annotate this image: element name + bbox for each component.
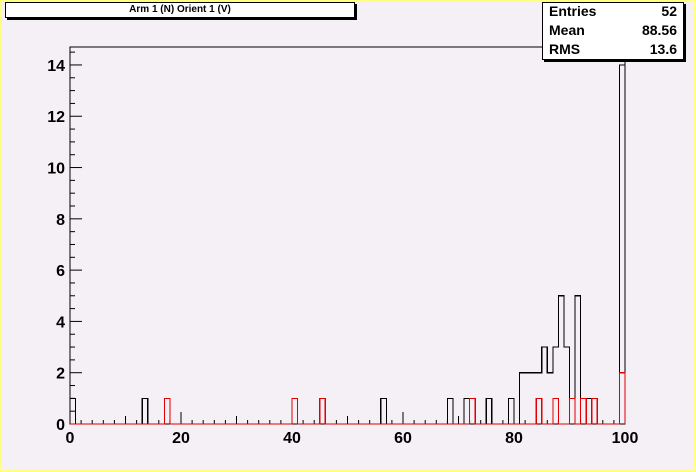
stats-value-mean: 88.56 <box>641 22 677 38</box>
y-tick-label: 14 <box>47 58 65 75</box>
x-tick-label: 80 <box>505 430 523 447</box>
stats-label-rms: RMS <box>549 41 581 57</box>
stats-value-rms: 13.6 <box>649 41 677 57</box>
x-tick-label: 100 <box>612 430 639 447</box>
histogram-title: Arm 1 (N) Orient 1 (V) <box>5 2 355 18</box>
x-tick-label: 20 <box>172 430 190 447</box>
y-tick-label: 8 <box>56 212 65 229</box>
series-line-0 <box>69 64 626 425</box>
y-tick-label: 10 <box>47 161 65 178</box>
stats-label-entries: Entries <box>549 3 597 19</box>
x-tick-label: 40 <box>283 430 301 447</box>
series-line-1 <box>70 372 626 425</box>
stats-box: Entries 52 Mean 88.56 RMS 13.6 <box>542 2 684 60</box>
y-tick-label: 12 <box>47 109 65 126</box>
y-tick-label: 2 <box>56 366 65 383</box>
x-tick-label: 60 <box>394 430 412 447</box>
y-tick-label: 4 <box>56 314 65 331</box>
stats-label-mean: Mean <box>549 22 585 38</box>
stats-value-entries: 52 <box>661 3 677 19</box>
stats-row-mean: Mean 88.56 <box>549 22 677 40</box>
y-tick-label: 0 <box>56 417 65 434</box>
y-tick-label: 6 <box>56 263 65 280</box>
stats-row-entries: Entries 52 <box>549 3 677 21</box>
stats-row-rms: RMS 13.6 <box>549 41 677 59</box>
x-tick-label: 0 <box>66 430 75 447</box>
